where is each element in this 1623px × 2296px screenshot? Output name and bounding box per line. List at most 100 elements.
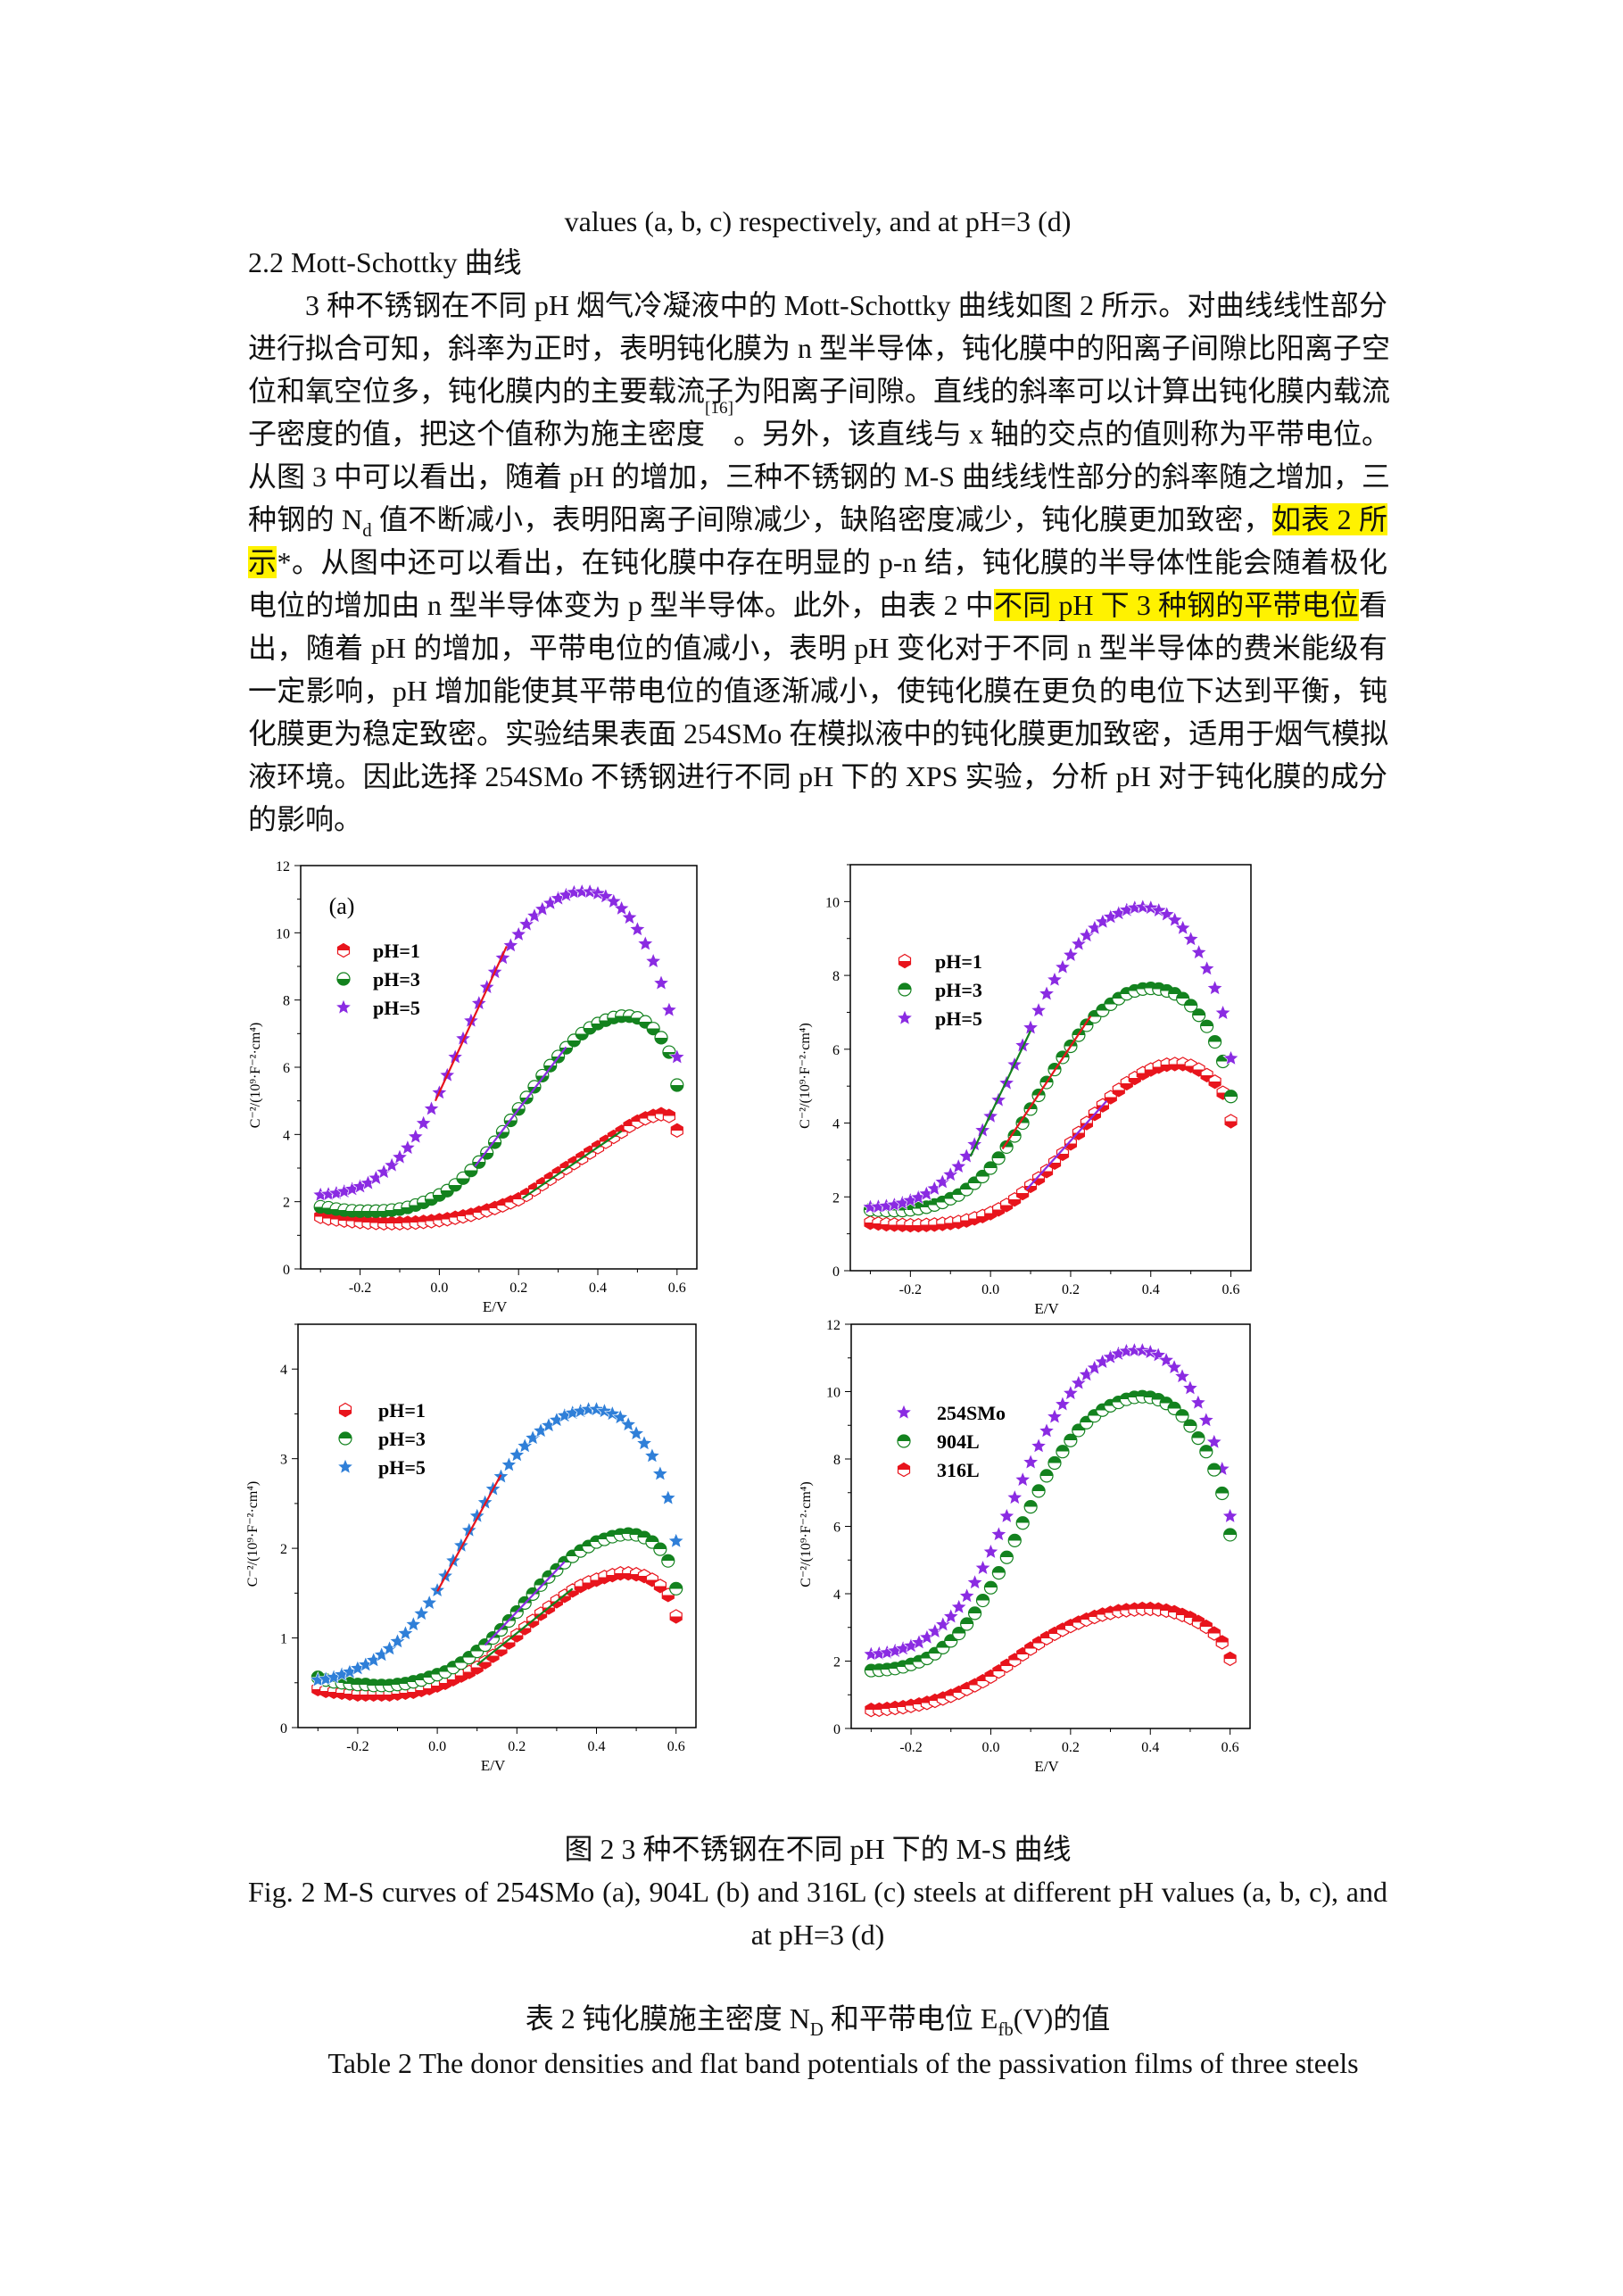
- series-ph-3: [313, 1009, 684, 1218]
- data-point: [998, 1507, 1015, 1524]
- text-run: 和平带电位 E: [823, 2002, 998, 2035]
- legend-marker: [338, 1402, 352, 1418]
- data-point: [604, 1405, 621, 1422]
- data-point: [1062, 1384, 1080, 1401]
- data-point: [1054, 958, 1072, 974]
- data-point: [1007, 1533, 1022, 1547]
- text-run: 电位的增加由 n 型半导体变为 p 型半导体。此外，由表 2 中: [248, 589, 994, 621]
- data-point: [646, 1022, 660, 1036]
- highlighted-text: 如表 2 所: [1271, 503, 1387, 535]
- data-point: [1173, 1367, 1191, 1384]
- data-point: [405, 1615, 422, 1632]
- data-point: [1208, 1074, 1221, 1090]
- previous-caption-tail: values (a, b, c) respectively, and at pH…: [564, 205, 1072, 237]
- series-904l: [864, 1389, 1238, 1678]
- y-tick-label: 0: [832, 1264, 840, 1280]
- data-point: [1015, 1115, 1030, 1131]
- y-tick-label: 0: [833, 1722, 840, 1737]
- x-tick-label: 0.2: [1062, 1282, 1080, 1297]
- legend-label: 904L: [937, 1430, 980, 1453]
- data-point: [643, 1446, 661, 1463]
- data-point: [1183, 1419, 1197, 1433]
- legend-label: pH=3: [935, 979, 982, 1001]
- y-tick-label: 8: [283, 994, 290, 1009]
- data-point: [991, 1565, 1006, 1580]
- paragraph-line: 电位的增加由 n 型半导体变为 p 型半导体。此外，由表 2 中不同 pH 下 …: [248, 584, 1387, 626]
- data-point: [1030, 1437, 1047, 1454]
- x-tick-label: 0.0: [981, 1282, 999, 1297]
- data-point: [1070, 1374, 1088, 1390]
- legend-label: pH=3: [373, 968, 420, 991]
- data-point: [644, 952, 662, 969]
- data-point: [494, 949, 511, 966]
- data-point: [383, 1156, 401, 1173]
- data-point: [613, 899, 630, 916]
- series-ph-5: [309, 1400, 685, 1687]
- data-point: [1221, 1507, 1238, 1524]
- paragraph-line: 3 种不锈钢在不同 pH 烟气冷凝液中的 Mott-Schottky 曲线如图 …: [305, 284, 1387, 327]
- x-axis-label: E/V: [1034, 1300, 1059, 1317]
- data-point: [464, 1164, 478, 1178]
- data-point: [1207, 1034, 1222, 1049]
- figure-caption-cn: 图 2 3 种不锈钢在不同 pH 下的 M-S 曲线: [564, 1833, 1072, 1865]
- highlighted-text: 示: [248, 546, 277, 578]
- data-point: [942, 1607, 960, 1624]
- legend-marker: [897, 1462, 911, 1478]
- chart-c-316l: -0.2 0.0 0.2 0.4 0.6 0 1 2 3 4 E/V C⁻²/(10⁹·F⁻²·cm⁴…: [245, 1323, 697, 1774]
- data-point: [1150, 901, 1168, 918]
- chart-d-ph3: -0.2 0.0 0.2 0.4 0.6 0 2 4 6 8 10 12 E/V C⁻²/(10⁹·F⁻²…: [799, 1318, 1251, 1775]
- data-point: [941, 1165, 959, 1182]
- legend-label: pH=5: [935, 1007, 982, 1030]
- y-tick-label: 10: [826, 1386, 840, 1401]
- x-tick-label: 0.2: [509, 1281, 527, 1296]
- data-point: [1064, 1433, 1078, 1447]
- data-point: [660, 1001, 678, 1017]
- data-point: [1207, 1626, 1221, 1641]
- data-point: [670, 1078, 684, 1092]
- y-tick-label: 10: [825, 895, 840, 910]
- y-axis-label: C⁻²/(10⁹·F⁻²·cm⁴): [799, 1481, 814, 1587]
- y-tick-label: 2: [832, 1190, 840, 1206]
- legend-marker: [338, 1431, 352, 1446]
- text-run: 表 2 钝化膜施主密度 N: [525, 2002, 810, 2035]
- legend-label: pH=1: [378, 1399, 426, 1422]
- data-point: [605, 892, 623, 909]
- y-tick-label: 0: [283, 1263, 290, 1278]
- y-tick-label: 0: [280, 1721, 287, 1737]
- data-point: [518, 916, 535, 932]
- linear-fit-line: [1001, 1015, 1092, 1150]
- data-point: [653, 1542, 667, 1556]
- data-point: [635, 1434, 653, 1451]
- data-point: [1174, 919, 1191, 936]
- x-axis-label: E/V: [481, 1757, 506, 1774]
- data-point: [983, 1580, 998, 1595]
- text-run: 位和氧空位多，钝化膜内的主要载流子为阳离子间隙。直线的斜率可以计算出钝化膜内载流: [248, 375, 1391, 407]
- data-point: [659, 1489, 677, 1505]
- highlighted-text: 不同 pH 下 3 种钢的平带电位: [993, 589, 1359, 621]
- data-point: [662, 1108, 675, 1123]
- data-point: [651, 1464, 669, 1481]
- linear-fit-line: [1025, 1099, 1108, 1190]
- data-point: [653, 1579, 667, 1594]
- series-ph-1: [864, 1057, 1238, 1233]
- data-point: [1023, 1500, 1038, 1514]
- data-point: [1192, 1008, 1206, 1023]
- y-tick-label: 2: [280, 1542, 287, 1557]
- x-tick-label: 0.6: [668, 1281, 686, 1296]
- data-point: [983, 1161, 998, 1175]
- x-axis-label: E/V: [483, 1298, 508, 1315]
- data-point: [952, 1626, 966, 1641]
- data-point: [1224, 1114, 1238, 1129]
- table-caption-cn: 表 2 钝化膜施主密度 ND 和平带电位 Efb(V)的值: [248, 1997, 1387, 2040]
- data-point: [1039, 1469, 1054, 1483]
- data-point: [667, 1532, 685, 1549]
- data-point: [670, 1123, 683, 1138]
- data-point: [1223, 1090, 1238, 1104]
- data-point: [1046, 971, 1064, 987]
- data-point: [974, 1559, 991, 1576]
- linear-fit-line: [436, 1474, 502, 1592]
- data-point: [397, 1624, 414, 1641]
- data-point: [669, 1581, 683, 1596]
- text-run: (V)的值: [1013, 2002, 1111, 2035]
- legend-marker: [336, 1458, 354, 1474]
